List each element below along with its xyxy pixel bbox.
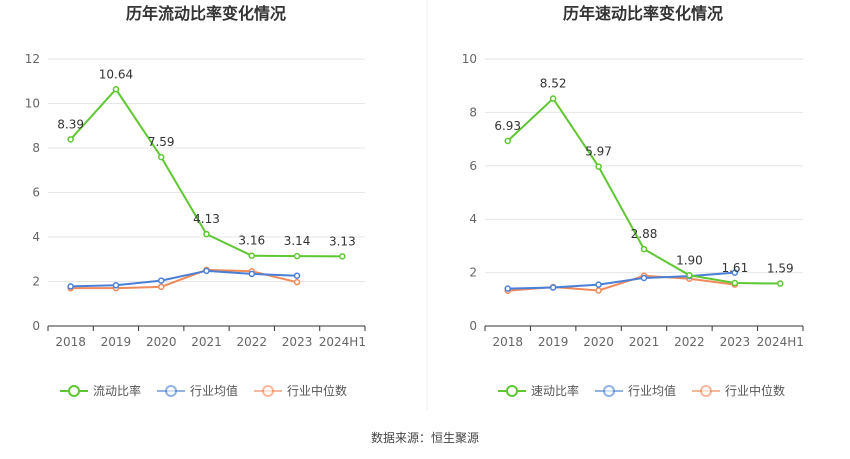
data-point — [112, 282, 120, 289]
data-point — [112, 86, 120, 93]
legend-label: 流动比率 — [93, 383, 141, 398]
data-point — [339, 253, 346, 260]
series-line — [70, 268, 298, 290]
data-label: 6.93 — [494, 119, 521, 133]
data-point — [595, 287, 602, 294]
y-tick-label: 4 — [469, 212, 477, 226]
source-label: 数据来源：恒生聚源 — [371, 430, 479, 445]
chart-title: 历年速动比率变化情况 — [563, 4, 723, 23]
x-tick-label: 2023 — [720, 335, 751, 349]
data-point — [640, 274, 648, 282]
legend-item: 行业均值 — [595, 383, 676, 398]
legend-item: 速动比率 — [498, 383, 579, 398]
y-tick-label: 10 — [462, 52, 477, 66]
data-point — [595, 281, 602, 288]
x-tick-label: 2022 — [237, 335, 268, 349]
legend-item: 行业均值 — [157, 383, 238, 398]
series-line — [70, 269, 298, 288]
quick-ratio-chart: 历年速动比率变化情况 0 2 4 6 8 10 2018 2019 2020 2021 2022 202… — [462, 4, 804, 398]
x-tick-label: 2021 — [191, 335, 222, 349]
data-label: 1.61 — [721, 261, 748, 275]
data-point — [157, 277, 165, 284]
legend-marker — [700, 385, 712, 397]
y-tick-label: 10 — [25, 97, 40, 111]
y-tick-label: 2 — [32, 275, 40, 289]
legend-label: 行业均值 — [190, 383, 238, 398]
data-point — [248, 270, 256, 278]
data-label: 3.14 — [284, 234, 311, 248]
y-tick-label: 8 — [469, 105, 477, 119]
data-point — [595, 163, 602, 170]
x-tick-label: 2021 — [629, 335, 660, 349]
x-tick-label: 2024H1 — [319, 335, 366, 349]
data-label: 3.16 — [238, 234, 265, 248]
legend-item: 行业中位数 — [692, 383, 785, 398]
data-point — [731, 269, 739, 276]
data-point — [293, 272, 301, 279]
data-label: 8.52 — [540, 77, 567, 91]
data-point — [777, 280, 784, 287]
series-line — [507, 96, 781, 285]
data-point — [549, 284, 557, 291]
legend-label: 行业均值 — [628, 383, 676, 398]
data-label: 10.64 — [99, 67, 133, 81]
data-point — [549, 95, 557, 102]
data-point — [293, 278, 301, 286]
legend-marker — [165, 385, 177, 397]
x-tick-label: 2018 — [55, 335, 86, 349]
y-tick-label: 2 — [469, 266, 477, 280]
x-tick-label: 2018 — [492, 335, 523, 349]
data-label: 7.59 — [148, 135, 175, 149]
data-point — [686, 272, 693, 279]
data-point — [640, 245, 648, 253]
y-tick-label: 4 — [32, 230, 40, 244]
legend-label: 速动比率 — [531, 383, 579, 398]
legend-marker — [506, 385, 518, 397]
data-point — [203, 230, 210, 238]
data-point — [67, 283, 74, 290]
x-tick-label: 2023 — [282, 335, 313, 349]
y-tick-label: 0 — [469, 319, 477, 333]
data-label: 1.90 — [676, 253, 703, 267]
data-point — [157, 153, 165, 161]
legend-marker — [603, 385, 615, 397]
data-point — [504, 137, 511, 145]
x-tick-label: 2019 — [538, 335, 569, 349]
y-tick-label: 6 — [469, 159, 477, 173]
data-label: 1.59 — [767, 262, 794, 276]
legend: 流动比率 行业均值 行业中位数 — [60, 383, 347, 398]
legend-item: 行业中位数 — [254, 383, 347, 398]
x-tick-label: 2020 — [583, 335, 614, 349]
legend-label: 行业中位数 — [725, 383, 785, 398]
data-point — [504, 285, 511, 292]
x-tick-label: 2024H1 — [757, 335, 804, 349]
chart-title: 历年流动比率变化情况 — [126, 4, 286, 23]
data-label: 2.88 — [631, 227, 658, 241]
legend-label: 行业中位数 — [287, 383, 347, 398]
data-point — [67, 136, 74, 143]
data-point — [731, 279, 739, 287]
data-label: 4.13 — [193, 212, 220, 226]
data-label: 5.97 — [585, 145, 612, 159]
x-tick-label: 2019 — [101, 335, 132, 349]
y-tick-label: 6 — [32, 186, 40, 200]
y-tick-label: 12 — [25, 52, 40, 66]
legend-marker — [262, 385, 274, 397]
legend-item: 流动比率 — [60, 383, 141, 398]
data-point — [157, 283, 165, 291]
current-ratio-chart: 历年流动比率变化情况 0 2 4 6 8 10 12 2018 2019 2020 2021 2022 2… — [25, 4, 366, 398]
y-tick-label: 8 — [32, 141, 40, 155]
legend: 速动比率 行业均值 行业中位数 — [498, 383, 785, 398]
data-label: 8.39 — [57, 117, 84, 131]
y-tick-label: 0 — [32, 319, 40, 333]
data-label: 3.13 — [329, 234, 356, 248]
data-point — [248, 252, 256, 259]
x-tick-label: 2022 — [674, 335, 705, 349]
data-point — [203, 267, 210, 275]
data-point — [293, 252, 301, 260]
series-line — [507, 271, 735, 290]
legend-marker — [68, 385, 80, 397]
x-tick-label: 2020 — [146, 335, 177, 349]
